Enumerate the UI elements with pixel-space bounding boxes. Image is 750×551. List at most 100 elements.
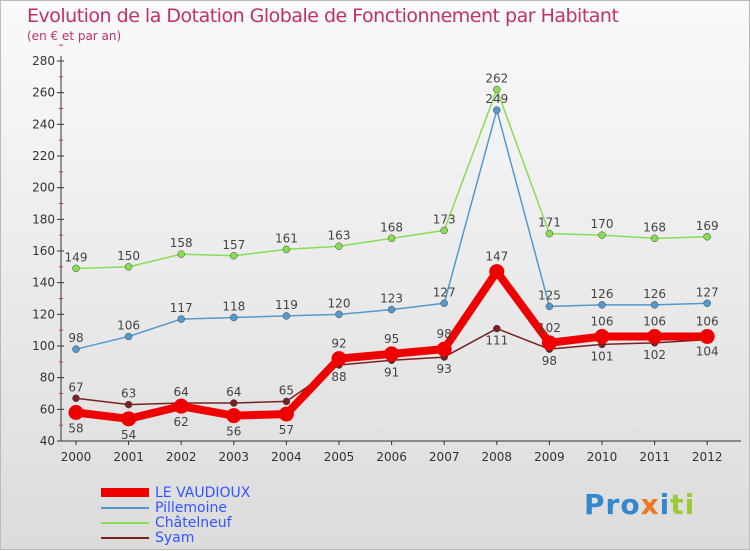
data-label: 102 bbox=[538, 321, 561, 335]
data-label: 170 bbox=[591, 217, 614, 231]
data-label: 58 bbox=[68, 422, 83, 436]
data-label: 126 bbox=[643, 287, 666, 301]
data-label: 168 bbox=[380, 220, 403, 234]
data-point bbox=[282, 397, 291, 406]
data-label: 67 bbox=[68, 380, 83, 394]
y-tick-label: 100 bbox=[32, 339, 55, 353]
data-label: 127 bbox=[433, 285, 456, 299]
data-point bbox=[650, 234, 659, 243]
data-point bbox=[282, 245, 291, 254]
data-label: 147 bbox=[485, 250, 508, 264]
data-point bbox=[230, 252, 238, 260]
y-tick-label: 220 bbox=[32, 149, 55, 163]
data-label: 92 bbox=[331, 337, 346, 351]
legend-item: Châtelneuf bbox=[101, 514, 250, 531]
data-label: 106 bbox=[117, 319, 140, 333]
x-tick-label: 2009 bbox=[534, 450, 565, 464]
data-point bbox=[650, 301, 659, 309]
data-label: 118 bbox=[222, 300, 245, 314]
proxiti-logo: Proxiti bbox=[584, 488, 696, 521]
y-tick-label: 160 bbox=[32, 244, 55, 258]
data-point bbox=[493, 85, 501, 94]
data-label: 262 bbox=[485, 72, 508, 86]
data-label: 65 bbox=[279, 383, 294, 397]
data-label: 120 bbox=[328, 296, 351, 310]
x-tick-label: 2011 bbox=[639, 450, 670, 464]
data-point bbox=[436, 341, 452, 357]
data-point bbox=[703, 299, 711, 307]
x-tick-label: 2010 bbox=[587, 450, 618, 464]
data-label: 102 bbox=[643, 348, 666, 362]
data-label: 161 bbox=[275, 231, 298, 245]
data-label: 169 bbox=[696, 219, 719, 233]
data-label: 98 bbox=[542, 354, 557, 368]
data-point bbox=[226, 408, 242, 424]
data-point bbox=[440, 299, 448, 307]
y-tick-label: 40 bbox=[40, 434, 55, 448]
data-label: 57 bbox=[279, 423, 294, 437]
data-label: 95 bbox=[384, 332, 399, 346]
legend-label: LE VAUDIOUX bbox=[155, 484, 251, 501]
y-tick-label: 120 bbox=[32, 307, 55, 321]
data-label: 149 bbox=[65, 250, 88, 264]
data-label: 62 bbox=[174, 415, 189, 429]
data-label: 63 bbox=[121, 387, 136, 401]
data-label: 171 bbox=[538, 216, 561, 230]
x-tick-label: 2005 bbox=[324, 450, 355, 464]
data-point bbox=[335, 242, 343, 250]
x-tick-label: 2002 bbox=[166, 450, 197, 464]
legend-label: Châtelneuf bbox=[155, 514, 232, 531]
data-point bbox=[68, 405, 84, 420]
x-tick-label: 2008 bbox=[482, 450, 513, 464]
data-point bbox=[124, 263, 133, 271]
data-label: 127 bbox=[696, 285, 719, 299]
data-point bbox=[541, 335, 557, 351]
legend-swatch bbox=[101, 488, 149, 497]
chart-subtitle: (en € et par an) bbox=[27, 29, 122, 43]
data-point bbox=[598, 301, 606, 309]
data-point bbox=[278, 406, 294, 422]
data-point bbox=[124, 400, 133, 409]
data-point bbox=[72, 394, 80, 402]
data-label: 104 bbox=[696, 345, 719, 359]
chart-title: Evolution de la Dotation Globale de Fonc… bbox=[27, 5, 619, 27]
data-point bbox=[335, 310, 343, 319]
y-tick-label: 200 bbox=[32, 181, 55, 195]
data-label: 117 bbox=[170, 301, 193, 315]
data-point bbox=[173, 398, 189, 414]
y-tick-label: 240 bbox=[32, 117, 55, 131]
data-point bbox=[230, 399, 238, 407]
legend-item: LE VAUDIOUX bbox=[101, 484, 251, 501]
data-point bbox=[598, 231, 606, 239]
legend-label: Syam bbox=[155, 529, 195, 546]
data-label: 91 bbox=[384, 365, 399, 379]
data-point bbox=[493, 324, 501, 333]
data-label: 106 bbox=[643, 315, 666, 329]
y-tick-label: 280 bbox=[32, 54, 55, 68]
data-label: 123 bbox=[380, 292, 403, 306]
data-label: 158 bbox=[170, 236, 193, 250]
y-tick-label: 140 bbox=[32, 276, 55, 290]
data-label: 64 bbox=[174, 385, 189, 399]
data-label: 106 bbox=[696, 315, 719, 329]
data-point bbox=[594, 329, 610, 344]
legend-item: Pillemoine bbox=[101, 500, 250, 516]
data-point bbox=[282, 312, 291, 320]
data-point bbox=[703, 233, 711, 241]
data-label: 168 bbox=[643, 220, 666, 234]
data-label: 54 bbox=[121, 428, 136, 442]
x-tick-label: 2012 bbox=[692, 450, 723, 464]
data-label: 106 bbox=[591, 315, 614, 329]
legend: LE VAUDIOUX Pillemoine Châtelneuf Syam bbox=[101, 484, 251, 546]
data-point bbox=[489, 264, 505, 280]
data-point bbox=[384, 346, 400, 362]
data-point bbox=[124, 332, 133, 341]
x-tick-label: 2000 bbox=[61, 450, 92, 464]
data-label: 93 bbox=[437, 362, 452, 376]
data-label: 157 bbox=[222, 238, 245, 252]
data-label: 173 bbox=[433, 212, 456, 226]
data-label: 163 bbox=[328, 228, 351, 242]
data-label: 98 bbox=[437, 327, 452, 341]
